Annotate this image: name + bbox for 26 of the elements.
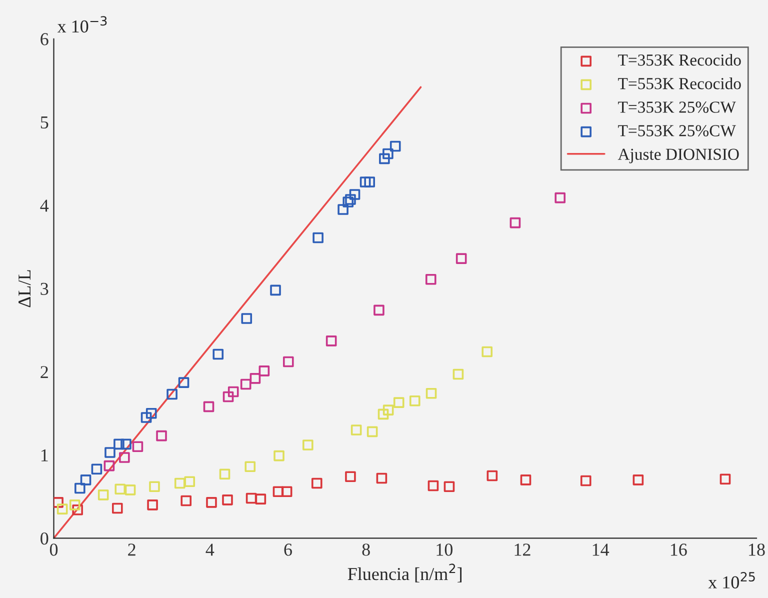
legend-label: T=553K 25%CW	[618, 125, 736, 136]
text: x 10$^{−3}$	[57, 16, 107, 33]
y-tick-label: 4	[40, 200, 49, 212]
x-tick-label: 16	[670, 544, 687, 556]
x-tick-label: 2	[128, 544, 136, 556]
y-tick-label: 6	[40, 33, 48, 46]
legend-label: T=553K Recocido	[618, 78, 741, 90]
y-tick-label: 3	[40, 282, 48, 295]
legend-label: T=353K Recocido	[618, 54, 741, 66]
x-tick-label: 4	[206, 544, 214, 556]
y-tick-label: 1	[41, 449, 48, 462]
y-tick-label: 5	[40, 116, 48, 129]
x-tick-label: 12	[514, 544, 530, 556]
x-tick-label: 8	[362, 544, 370, 556]
x-tick-label: 6	[284, 544, 292, 556]
y-tick-label: 2	[40, 366, 48, 378]
x-tick-label: 18	[749, 544, 765, 556]
y-tick-label: 0	[40, 532, 48, 545]
y-axis-title: ΔL/L	[18, 270, 31, 308]
x-axis-title: Fluencia [n/m$^{2}$]	[348, 564, 462, 582]
legend-label: Ajuste DIONISIO	[618, 148, 739, 164]
legend-label: T=353K 25%CW	[618, 102, 736, 113]
text: x 10$^{25}$	[708, 572, 755, 588]
x-tick-label: 0	[50, 544, 58, 556]
x-tick-label: 10	[436, 544, 452, 556]
x-tick-label: 14	[592, 544, 610, 556]
